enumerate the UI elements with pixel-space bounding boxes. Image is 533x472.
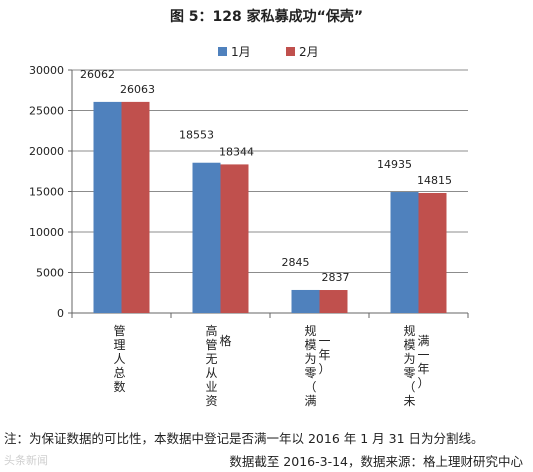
- category-label-char: 管: [113, 323, 125, 338]
- legend-swatch: [286, 47, 295, 56]
- data-label: 26062: [80, 68, 115, 81]
- chart-title: 图 5：128 家私募成功“保壳”: [169, 9, 364, 25]
- category-label-char: 数: [113, 379, 125, 394]
- category-label-char: 高: [205, 323, 217, 338]
- bar-2: [319, 290, 348, 313]
- category-label-char: 管: [205, 337, 217, 352]
- category-label-char: 为: [403, 352, 415, 366]
- bar-2: [418, 192, 447, 313]
- y-tick-label: 5000: [36, 267, 64, 280]
- category-label-char: 满: [417, 334, 429, 348]
- category-label-char: （: [304, 380, 316, 394]
- data-label: 2845: [282, 256, 310, 269]
- legend-label: 1月: [231, 45, 251, 59]
- watermark: 头条新闻: [4, 454, 48, 467]
- bar-chart: 0 5000 10000 15000 20000 25000 30000 26062 26063…: [29, 45, 469, 408]
- category-label-char: 从: [205, 366, 217, 380]
- y-tick-label: 20000: [29, 145, 64, 158]
- category-label-char: 一: [417, 348, 429, 362]
- data-source: 数据截至 2016-3-14，数据来源：格上理财研究中心: [229, 454, 523, 469]
- y-tick-label: 30000: [29, 64, 64, 77]
- category-label-char: 模: [403, 338, 415, 352]
- y-tick-label: 10000: [29, 226, 64, 239]
- bar-1: [390, 192, 419, 313]
- category-label-char: 零: [403, 366, 415, 380]
- data-label: 2837: [322, 271, 350, 284]
- category-label-char: 资: [205, 394, 217, 408]
- category-label-char: 业: [205, 380, 217, 394]
- bar-2: [121, 101, 150, 313]
- data-label: 14815: [417, 174, 452, 187]
- category-label-char: 总: [113, 366, 125, 380]
- category-label-char: ）: [417, 376, 429, 390]
- bar-1: [93, 101, 122, 313]
- legend-label: 2月: [299, 45, 319, 59]
- category-label-char: 规: [304, 323, 316, 338]
- y-tick-label: 15000: [29, 186, 64, 199]
- bar-2: [220, 164, 249, 313]
- category-label-char: 无: [205, 352, 217, 366]
- category-label-char: 理: [113, 338, 125, 352]
- y-tick-label: 0: [57, 307, 64, 320]
- category-label-char: 满: [304, 394, 316, 408]
- category-label-char: 零: [304, 366, 316, 380]
- data-label: 14935: [377, 158, 412, 171]
- category-label-char: ）: [318, 362, 330, 376]
- category-label-char: 格: [219, 333, 231, 348]
- category-label-char: 一: [318, 334, 330, 348]
- legend-swatch: [218, 47, 227, 56]
- category-label-char: 模: [304, 338, 316, 352]
- data-label: 18344: [219, 145, 254, 158]
- y-tick-label: 25000: [29, 105, 64, 118]
- bar-1: [192, 162, 221, 313]
- category-label-char: （: [403, 380, 415, 394]
- category-label-char: 年: [318, 348, 330, 362]
- category-label-char: 为: [304, 352, 316, 366]
- category-label-char: 规: [403, 323, 415, 338]
- data-label: 18553: [179, 129, 214, 142]
- category-label-char: 未: [403, 394, 415, 408]
- data-label: 26063: [120, 83, 155, 96]
- category-label-char: 人: [113, 352, 125, 366]
- bar-1: [291, 289, 320, 313]
- footnote: 注：为保证数据的可比性，本数据中登记是否满一年以 2016 年 1 月 31 日…: [4, 431, 484, 446]
- category-label-char: 年: [417, 362, 429, 376]
